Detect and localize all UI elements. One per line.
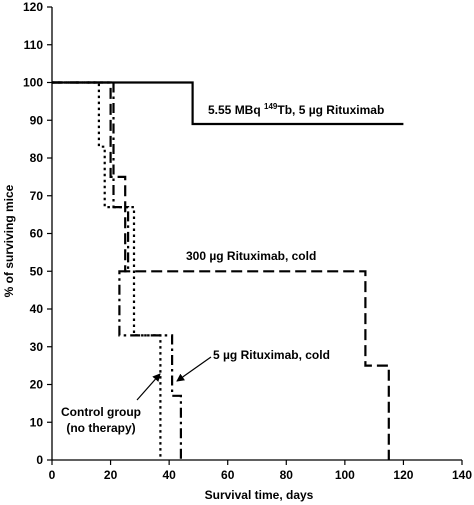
y-tick-label: 50 [30, 264, 44, 278]
x-tick-label: 80 [280, 468, 294, 482]
y-tick-label: 60 [30, 227, 44, 241]
y-tick-label: 120 [23, 0, 43, 14]
x-axis-title: Survival time, days [205, 488, 314, 502]
y-tick-label: 40 [30, 302, 44, 316]
x-tick-label: 100 [335, 468, 355, 482]
x-tick-label: 60 [221, 468, 235, 482]
annotation-tb-rituximab: 5.55 MBq 149Tb, 5 µg Rituximab [208, 102, 384, 117]
series-line-dotted [52, 81, 162, 460]
y-tick-label: 100 [23, 76, 43, 90]
series-line-dash-dot [52, 81, 182, 460]
axes [51, 7, 462, 461]
annotation-control-line2: (no therapy) [66, 421, 135, 435]
annotation-tb-sup: 149 [264, 102, 278, 111]
series-line-solid [52, 81, 404, 126]
annotation-tb-rest: Tb, 5 µg Rituximab [277, 103, 384, 117]
x-tick-label: 40 [162, 468, 176, 482]
annotation-5ug-cold: 5 µg Rituximab, cold [213, 348, 330, 362]
arrow-5ug-cold [176, 356, 212, 382]
x-tick-label: 0 [49, 468, 56, 482]
y-tick-label: 10 [30, 415, 44, 429]
y-tick-label: 80 [30, 151, 44, 165]
arrow-control-group [136, 373, 161, 401]
x-tick-label: 20 [104, 468, 118, 482]
y-axis-title: % of surviving mice [2, 184, 16, 297]
y-tick-label: 20 [30, 378, 44, 392]
annotation-control-line1: Control group [61, 405, 141, 419]
y-tick-label: 90 [30, 113, 44, 127]
x-tick-label: 120 [393, 468, 413, 482]
y-tick-label: 110 [24, 38, 44, 52]
tick-marks: 0 10 20 30 40 50 60 70 80 90 100 110 120 0 20 40 60 80 100… [23, 0, 472, 482]
x-tick-label: 140 [452, 468, 472, 482]
annotation-tb-main: 5.55 MBq [208, 103, 264, 117]
series-line-dashed [52, 81, 390, 460]
annotation-300ug-cold: 300 µg Rituximab, cold [186, 249, 316, 263]
y-tick-label: 0 [36, 453, 43, 467]
series-lines [52, 81, 404, 460]
y-tick-label: 30 [30, 340, 44, 354]
y-tick-label: 70 [30, 189, 44, 203]
